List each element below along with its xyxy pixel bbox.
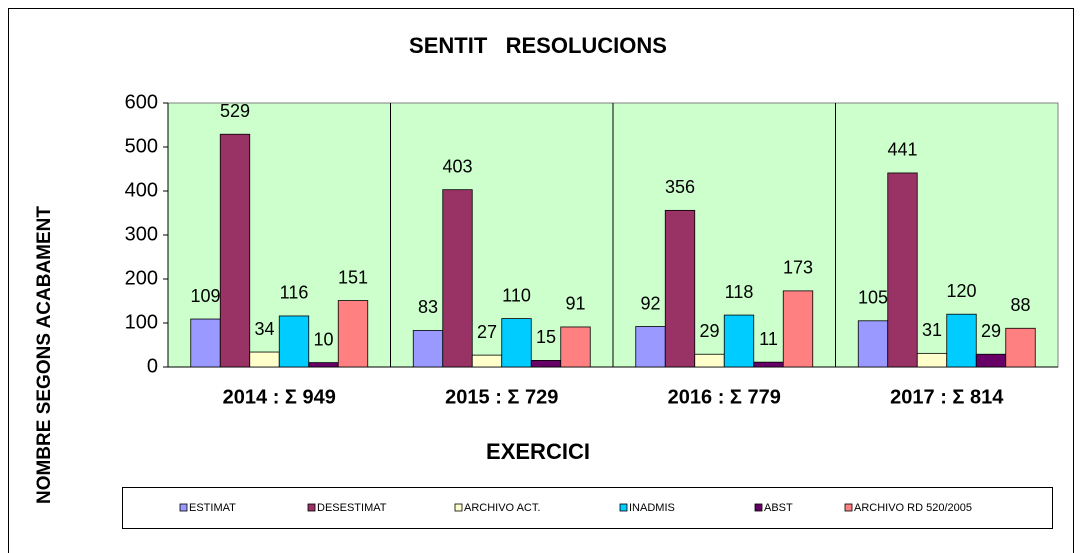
y-axis-label: NOMBRE SEGONS ACABAMENT: [34, 206, 55, 504]
bar: [530, 359, 562, 368]
legend-swatch: [619, 503, 628, 512]
data-label: 11: [759, 329, 778, 349]
bar: [857, 320, 889, 368]
y-tick-label: 400: [125, 179, 158, 201]
legend-swatch: [754, 503, 763, 512]
bar: [337, 300, 369, 368]
legend-box: [122, 487, 1053, 529]
bar: [946, 313, 977, 368]
data-label: 105: [858, 288, 888, 308]
data-label: 92: [640, 293, 660, 313]
data-label: 118: [725, 282, 754, 302]
bar: [412, 330, 444, 368]
data-label: 88: [1010, 295, 1030, 315]
data-label: 403: [442, 156, 472, 176]
bar: [560, 326, 591, 368]
bar: [471, 354, 503, 368]
bar: [694, 353, 725, 368]
bar: [916, 352, 948, 368]
x-tick-label: 2014 : Σ 949: [223, 386, 336, 408]
bar: [753, 361, 784, 368]
x-tick-label: 2017 : Σ 814: [890, 386, 1004, 408]
data-label: 83: [418, 297, 438, 317]
legend-swatch: [844, 503, 853, 512]
legend-label: INADMIS: [629, 502, 675, 514]
data-label: 29: [981, 321, 1001, 341]
bar: [664, 209, 696, 368]
bar: [442, 189, 473, 368]
x-tick-label: 2016 : Σ 779: [668, 386, 781, 408]
y-tick-label: 200: [125, 267, 158, 289]
y-tick-label: 500: [125, 135, 158, 157]
legend-label: ESTIMAT: [189, 502, 236, 514]
data-label: 109: [190, 286, 220, 306]
x-tick-label: 2015 : Σ 729: [445, 386, 558, 408]
data-label: 15: [536, 327, 556, 347]
bar: [249, 351, 280, 368]
legend-label: ARCHIVO RD 520/2005: [854, 502, 972, 514]
bar: [190, 318, 221, 368]
legend-swatch: [307, 503, 316, 512]
data-label: 34: [254, 319, 274, 339]
data-label: 31: [922, 320, 942, 340]
bar: [278, 315, 310, 368]
chart-title: SENTIT RESOLUCIONS: [409, 33, 667, 58]
legend-label: ABST: [764, 502, 793, 514]
legend-label: DESESTIMAT: [317, 502, 387, 514]
bar: [975, 353, 1007, 368]
bar: [887, 172, 918, 368]
bar: [723, 314, 755, 368]
data-label: 116: [280, 283, 309, 303]
bar: [635, 326, 666, 368]
data-label: 441: [887, 140, 917, 160]
x-axis-label: EXERCICI: [486, 439, 590, 464]
data-label: 10: [313, 329, 333, 349]
data-label: 91: [565, 294, 585, 314]
data-label: 529: [220, 101, 250, 121]
y-tick-label: 600: [125, 91, 158, 113]
legend-swatch: [454, 503, 463, 512]
legend-swatch: [179, 503, 188, 512]
y-tick-label: 100: [125, 311, 158, 333]
data-label: 27: [477, 322, 497, 342]
bar: [219, 133, 251, 368]
data-label: 29: [699, 321, 719, 341]
y-tick-label: 300: [125, 223, 158, 245]
data-label: 151: [338, 267, 368, 287]
data-label: 173: [783, 258, 813, 278]
data-label: 356: [665, 177, 695, 197]
legend-label: ARCHIVO ACT.: [464, 502, 540, 514]
data-label: 120: [946, 281, 976, 301]
bar: [501, 318, 532, 368]
bar: [782, 290, 814, 368]
bar: [1005, 327, 1036, 368]
y-tick-label: 0: [147, 355, 158, 377]
bar: [308, 362, 339, 368]
data-label: 110: [502, 285, 531, 305]
